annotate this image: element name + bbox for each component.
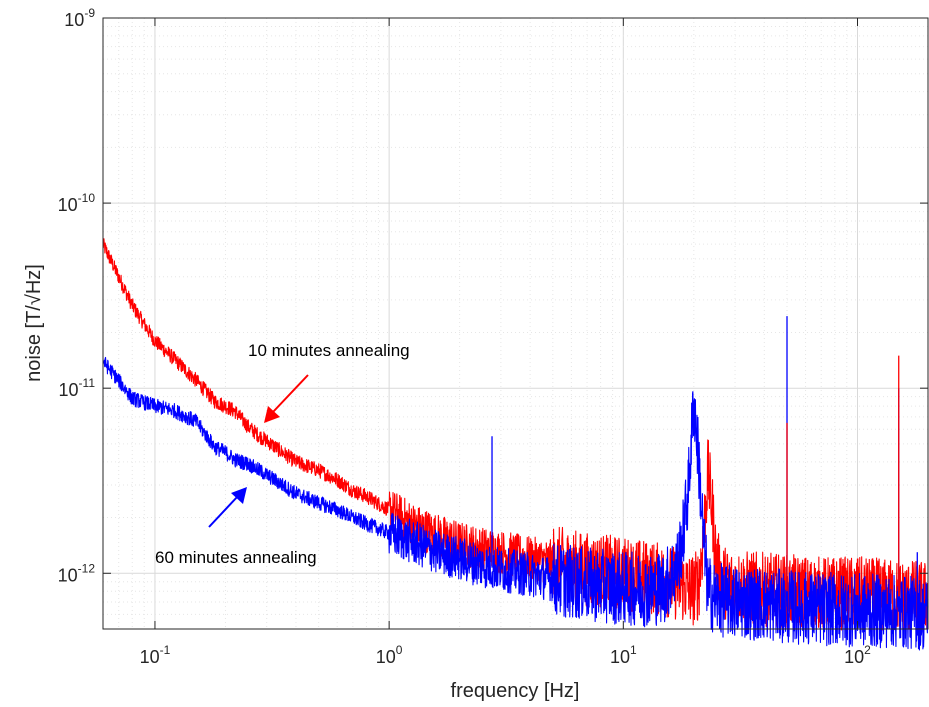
arrow-60min-icon xyxy=(208,487,247,528)
y-tick-label-base: 10 xyxy=(58,565,78,585)
x-tick-label-exp: 2 xyxy=(864,643,871,657)
series-line-1 xyxy=(102,356,929,651)
y-tick-label-exp: -10 xyxy=(78,191,96,205)
series-group xyxy=(102,238,929,651)
y-tick-label: 10-12 xyxy=(58,561,96,585)
y-tick-label-base: 10 xyxy=(59,380,79,400)
y-tick-label: 10-11 xyxy=(59,376,96,400)
x-tick-label: 100 xyxy=(376,643,403,667)
annotation-10min: 10 minutes annealing xyxy=(248,341,410,360)
x-tick-label-base: 10 xyxy=(140,647,160,667)
x-tick-label-base: 10 xyxy=(610,647,630,667)
y-tick-label: 10-9 xyxy=(64,6,95,30)
plot-area xyxy=(103,18,929,629)
y-tick-label-base: 10 xyxy=(64,10,84,30)
x-tick-label: 102 xyxy=(844,643,871,667)
x-axis-label: frequency [Hz] xyxy=(451,680,580,702)
tick-marks xyxy=(103,17,928,629)
y-axis-label: noise [T/√Hz] xyxy=(23,264,45,382)
y-tick-label-base: 10 xyxy=(58,195,78,215)
x-tick-label-base: 10 xyxy=(376,647,396,667)
annotation-60min: 60 minutes annealing xyxy=(155,548,317,567)
x-tick-label: 101 xyxy=(610,643,637,667)
series-line-0 xyxy=(102,238,929,632)
plot-frame xyxy=(102,17,929,630)
x-tick-label-exp: -1 xyxy=(160,643,171,657)
y-tick-label-exp: -9 xyxy=(84,6,95,20)
y-tick-label: 10-10 xyxy=(58,191,96,215)
grid xyxy=(102,17,929,630)
x-tick-label-base: 10 xyxy=(844,647,864,667)
arrow-10min-icon xyxy=(264,374,309,423)
x-tick-label-exp: 0 xyxy=(396,643,403,657)
x-tick-label-exp: 1 xyxy=(630,643,637,657)
y-tick-label-exp: -11 xyxy=(79,376,96,390)
y-tick-label-exp: -12 xyxy=(78,561,96,575)
x-tick-label: 10-1 xyxy=(140,643,171,667)
